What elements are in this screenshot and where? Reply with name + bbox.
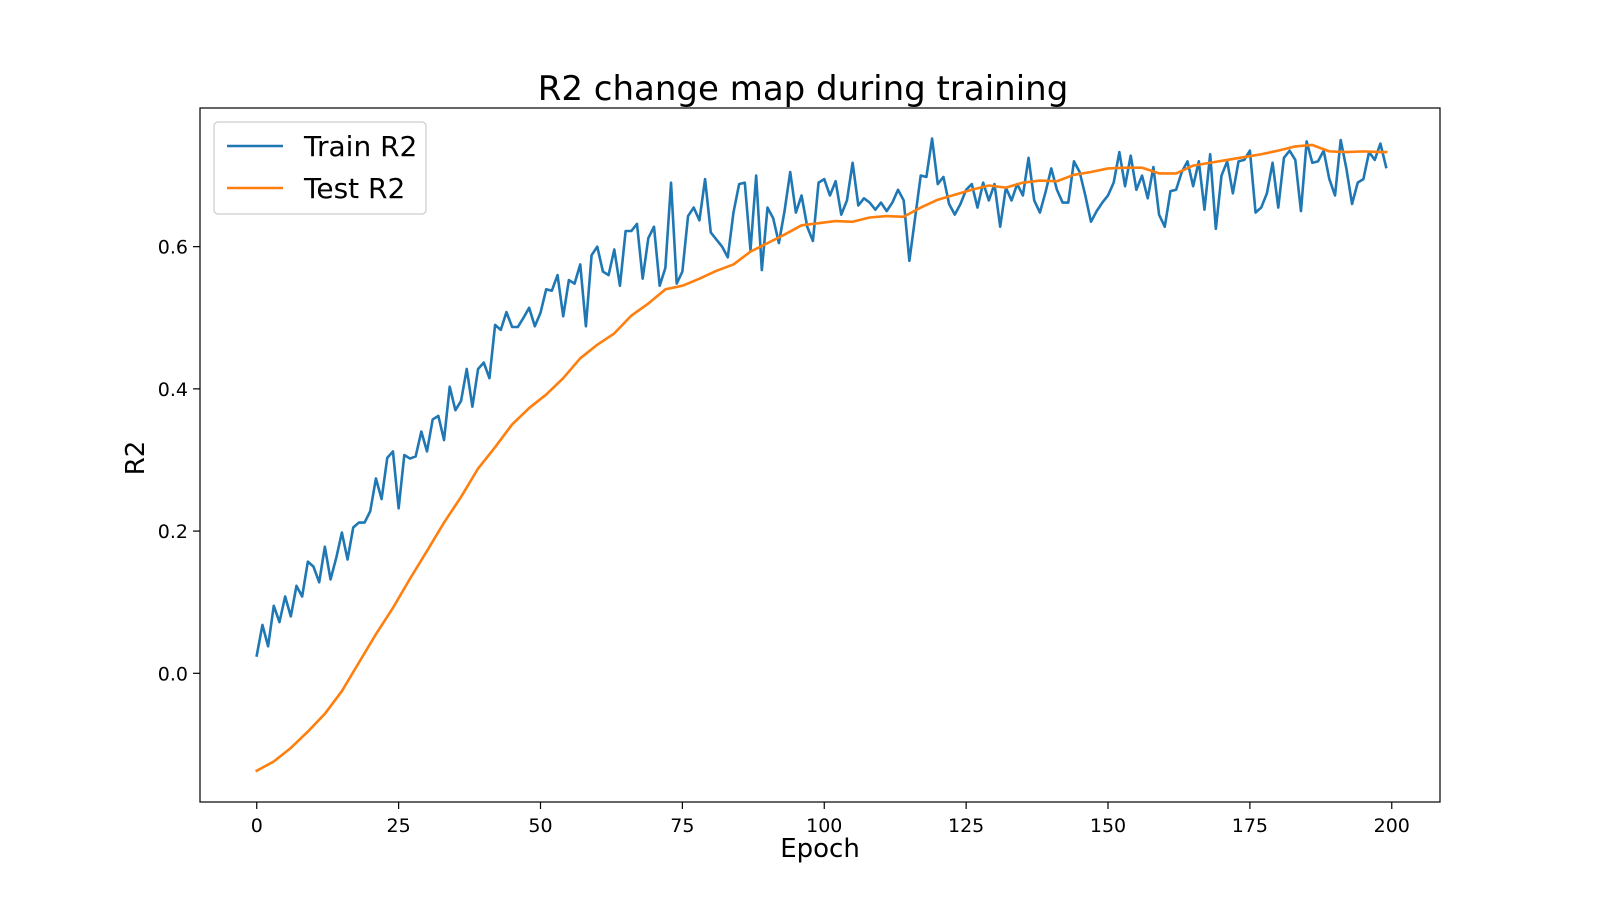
y-axis-ticks: 0.0 0.2 0.4 0.6 <box>158 237 200 685</box>
y-tick-label: 0.0 <box>158 663 188 685</box>
y-tick-label: 0.4 <box>158 379 188 401</box>
x-tick-label: 50 <box>528 815 552 837</box>
series-layer <box>254 137 1388 773</box>
y-tick-label: 0.6 <box>158 237 188 259</box>
chart-title: R2 change map during training <box>538 69 1069 109</box>
plot-frame <box>199 107 1441 803</box>
x-tick-label: 0 <box>251 815 263 837</box>
legend-test-label: Test R2 <box>303 172 405 205</box>
x-tick-label: 150 <box>1090 815 1126 837</box>
series-line-test-r2 <box>254 143 1388 773</box>
legend-train-label: Train R2 <box>303 130 417 163</box>
plot-area <box>199 107 1441 803</box>
y-tick-label: 0.2 <box>158 521 188 543</box>
x-tick-label: 75 <box>670 815 694 837</box>
x-axis-ticks: 0 25 50 75 100 125 150 175 200 <box>251 802 1410 837</box>
x-axis-label: Epoch <box>780 834 860 864</box>
x-tick-label: 100 <box>806 815 842 837</box>
x-tick-label: 175 <box>1232 815 1268 837</box>
x-tick-label: 200 <box>1374 815 1410 837</box>
y-axis-label: R2 <box>121 441 151 476</box>
x-tick-label: 125 <box>948 815 984 837</box>
x-tick-label: 25 <box>387 815 411 837</box>
legend: Train R2 Test R2 <box>213 121 427 215</box>
